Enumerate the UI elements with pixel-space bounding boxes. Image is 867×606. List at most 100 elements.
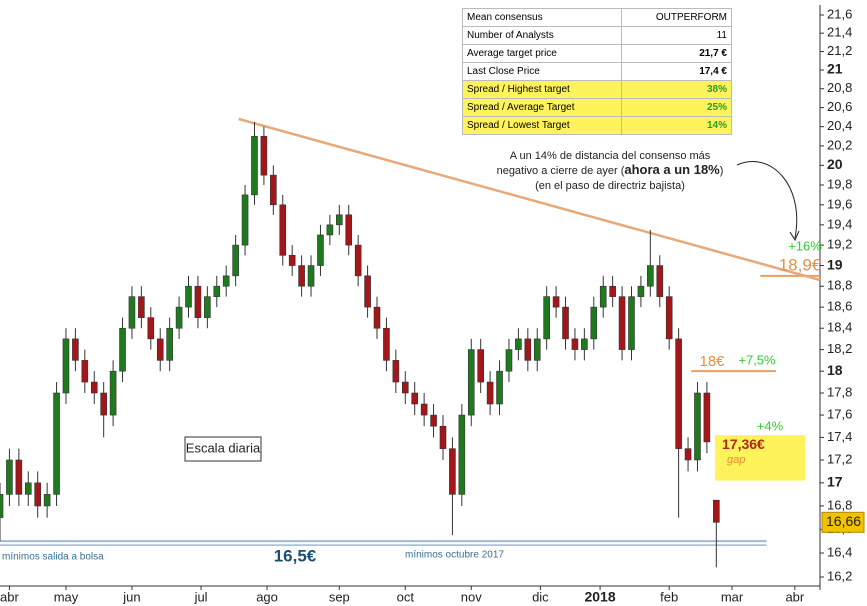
y-tick-label: 18 [827, 362, 843, 378]
x-tick-label: ago [256, 589, 278, 604]
table-row: Mean consensus OUTPERFORM [461, 8, 732, 27]
y-tick-label: 16,4 [827, 544, 852, 559]
ipo-low-note: mínimos salida a bolsa [2, 552, 104, 563]
arrow-head [789, 230, 800, 242]
candle-body [166, 327, 173, 361]
y-tick-label: 16,8 [827, 497, 852, 512]
annotation-part: ) [720, 165, 724, 177]
candle-body [401, 381, 409, 394]
x-tick-label: mar [721, 589, 744, 604]
annotation-line: negativo a cierre de ayer (ahora a un 18… [497, 162, 724, 177]
table-cell: Spread / Lowest Target [461, 116, 623, 135]
candle-body [185, 285, 192, 308]
gap-box [715, 435, 805, 481]
level-change: +7,5% [738, 352, 776, 367]
candle-body [147, 317, 155, 340]
candle-body [156, 338, 164, 361]
y-tick-label: 20,2 [827, 137, 852, 152]
table-cell: 17,4 € [621, 62, 732, 81]
candle-body [533, 338, 541, 361]
y-tick-label: 19 [827, 256, 843, 272]
y-tick-label: 20,4 [827, 118, 852, 133]
candle-body [430, 414, 437, 427]
candle-body [562, 306, 569, 340]
candle-body [439, 425, 447, 449]
candle-body [213, 285, 221, 297]
x-tick-label: 2018 [584, 589, 615, 605]
y-tick-label: 19,4 [827, 216, 852, 231]
candle-body [326, 224, 334, 236]
table-row: Spread / Lowest Target 14% [461, 116, 732, 135]
candle-body [270, 174, 277, 206]
table-cell: 14% [621, 116, 732, 135]
candle-body [477, 349, 484, 383]
candle-body [420, 403, 428, 416]
candle-body [713, 499, 720, 523]
table-cell: 21,7 € [621, 44, 732, 63]
candle-body [515, 338, 522, 350]
level-label: 18,9€ [779, 255, 822, 274]
candle-body [24, 482, 32, 495]
candle-body [109, 370, 117, 416]
table-cell: Last Close Price [461, 62, 623, 81]
candle-body [599, 285, 607, 308]
table-cell: OUTPERFORM [621, 8, 732, 27]
table-row: Average target price 21,7 € [461, 44, 732, 63]
candle-body [43, 494, 51, 507]
level-change: +16% [788, 238, 822, 253]
level-label: 16,5€ [274, 546, 317, 565]
candle-body [581, 338, 588, 350]
oct-low-note: mínimos octubre 2017 [405, 550, 504, 561]
candle-body [241, 194, 249, 246]
candle-body [336, 214, 343, 226]
table-cell: Spread / Highest target [461, 80, 623, 99]
candle-body [647, 265, 654, 287]
candle-body [684, 448, 692, 461]
candle-body [119, 327, 126, 372]
candle-body [260, 135, 268, 176]
candle-body [0, 494, 4, 518]
x-tick-label: jul [194, 589, 208, 604]
gap-price: 17,36€ [722, 436, 765, 452]
annotation-line: A un 14% de distancia del consenso más [510, 150, 711, 162]
y-tick-label: 18,8 [827, 278, 852, 293]
candle-body [467, 349, 475, 416]
table-cell: 11 [621, 26, 732, 45]
table-cell: 25% [621, 98, 732, 117]
annotation-line: (en el paso de directriz bajista) [535, 180, 685, 192]
candle-body [637, 285, 645, 297]
level-label: 18€ [699, 353, 725, 370]
x-tick-label: jun [122, 589, 140, 604]
candle-body [486, 381, 494, 405]
candle-body [665, 296, 673, 340]
candle-body [288, 254, 296, 266]
candle-body [222, 275, 230, 287]
candle-body [543, 296, 550, 340]
y-tick-label: 21,4 [827, 25, 852, 40]
candle-body [552, 296, 560, 308]
annotation-arrow [736, 161, 798, 239]
y-tick-label: 21 [827, 61, 843, 77]
gap-note: gap [727, 454, 745, 466]
table-cell: Mean consensus [461, 8, 623, 27]
y-tick-label: 20,6 [827, 99, 852, 114]
trend-line [238, 117, 821, 282]
x-tick-label: oct [397, 589, 415, 604]
candle-body [62, 338, 70, 394]
y-tick-label: 18,4 [827, 320, 852, 335]
candle-body [411, 392, 419, 405]
candle-body [307, 265, 315, 287]
candle-body [204, 296, 211, 318]
candle-body [279, 204, 287, 256]
candle-body [72, 338, 79, 361]
y-tick-label: 17,8 [827, 384, 852, 399]
candle-body [703, 392, 711, 443]
y-tick-label: 21,6 [827, 6, 852, 21]
consensus-table: Mean consensus OUTPERFORM Number of Analys… [461, 8, 732, 135]
table-cell: Average target price [461, 44, 623, 63]
candle-body [138, 296, 145, 318]
y-tick-label: 17 [827, 474, 843, 490]
y-tick-label: 18,2 [827, 341, 852, 356]
